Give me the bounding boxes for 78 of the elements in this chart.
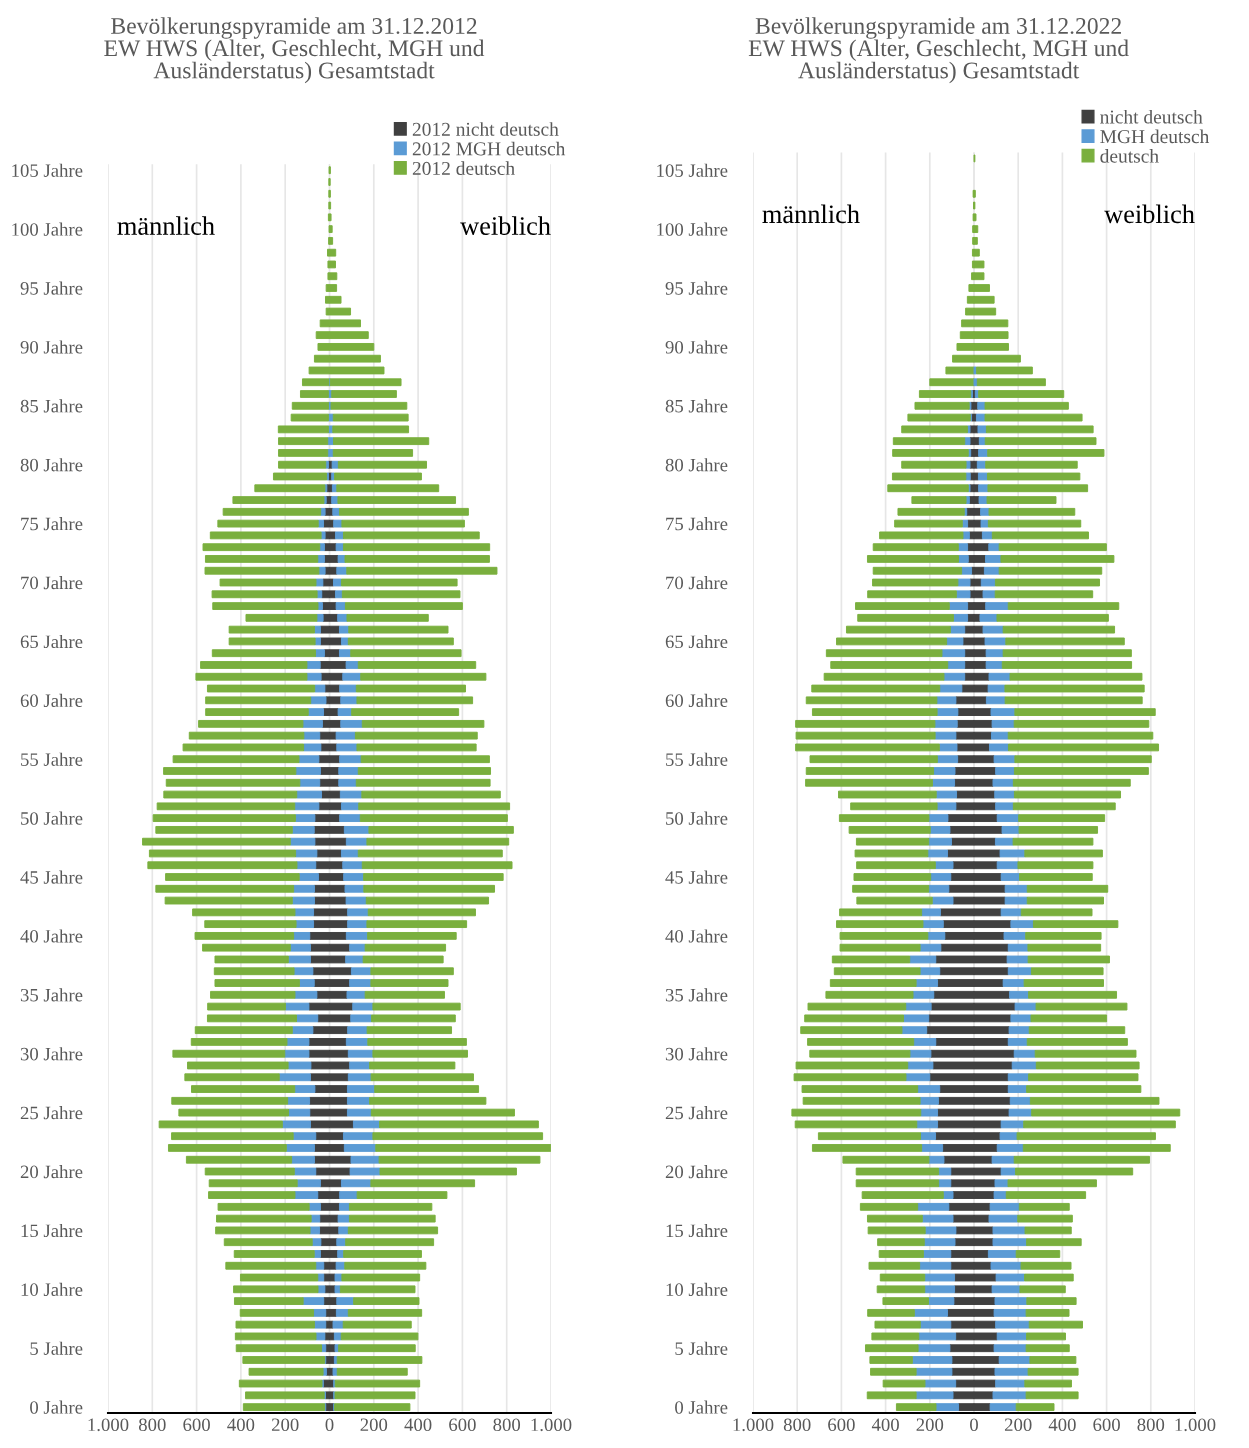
y-tick-label: 85 Jahre (665, 399, 728, 413)
annotation: männlich (117, 216, 215, 235)
y-tick-label: 65 Jahre (665, 634, 728, 649)
legend-label: 2012 deutsch (412, 161, 515, 175)
y-tick-label: 50 Jahre (21, 811, 83, 825)
x-tick-label: 200 (1004, 1418, 1032, 1432)
y-tick-label: 90 Jahre (20, 340, 83, 354)
y-tick-label: 5 Jahre (30, 1341, 83, 1355)
x-tick-label: 800 (493, 1418, 521, 1432)
x-tick-label: 1.000 (531, 1418, 572, 1432)
x-tick-label: 800 (1137, 1418, 1165, 1432)
x-tick-label: 400 (871, 1418, 899, 1432)
y-tick-label: 35 Jahre (665, 988, 728, 1002)
y-tick-label: 55 Jahre (21, 752, 83, 766)
y-tick-label: 100 Jahre (657, 222, 728, 236)
y-tick-label: 35 Jahre (20, 988, 83, 1002)
y-tick-label: 0 Jahre (30, 1400, 83, 1414)
x-tick-label: 600 (183, 1418, 210, 1432)
y-tick-label: 70 Jahre (21, 576, 83, 590)
x-tick-label: 200 (360, 1418, 388, 1432)
y-tick-label: 90 Jahre (665, 340, 728, 354)
x-tick-label: 200 (271, 1418, 299, 1432)
y-tick-label: 10 Jahre (666, 1282, 728, 1296)
x-tick-label: 200 (916, 1418, 944, 1432)
y-tick-label: 0 Jahre (675, 1400, 728, 1414)
y-tick-label: 50 Jahre (666, 811, 728, 825)
x-tick-label: 1.000 (1175, 1418, 1216, 1432)
x-tick-label: 0 (970, 1418, 978, 1432)
y-tick-label: 40 Jahre (665, 929, 728, 943)
y-tick-label: 25 Jahre (665, 1106, 728, 1120)
y-tick-label: 80 Jahre (665, 458, 728, 472)
annotation: männlich (762, 204, 860, 224)
x-tick-label: 400 (1048, 1418, 1076, 1432)
chart-title: Bevölkerungspyramide am 31.12.2022 EW HWS (Alter, Geschlecht, MGH und Ausländerstatus) Gesamtstadt (748, 17, 1129, 84)
y-tick-label: 15 Jahre (666, 1223, 728, 1238)
legend-label: nicht deutsch (1100, 109, 1203, 124)
y-tick-label: 55 Jahre (666, 752, 728, 766)
y-tick-label: 15 Jahre (21, 1223, 83, 1238)
y-tick-label: 60 Jahre (20, 693, 83, 707)
x-tick-label: 400 (227, 1418, 255, 1432)
y-tick-label: 40 Jahre (20, 929, 83, 943)
x-tick-label: 600 (449, 1418, 476, 1432)
x-tick-label: 600 (1093, 1418, 1120, 1432)
legend-label: 2012 MGH deutsch (412, 141, 566, 156)
y-tick-label: 45 Jahre (665, 870, 728, 884)
legend-label: deutsch (1100, 149, 1159, 163)
x-tick-label: 1.000 (733, 1418, 774, 1432)
annotation: weiblich (460, 216, 551, 235)
y-tick-label: 95 Jahre (665, 281, 728, 295)
y-tick-label: 30 Jahre (665, 1047, 728, 1061)
x-tick-label: 600 (828, 1418, 855, 1432)
y-tick-label: 100 Jahre (12, 222, 83, 236)
x-tick-label: 800 (783, 1418, 811, 1432)
y-tick-label: 95 Jahre (20, 281, 83, 295)
x-tick-label: 1.000 (88, 1418, 129, 1432)
annotation: weiblich (1104, 204, 1195, 224)
y-tick-label: 45 Jahre (20, 870, 83, 884)
y-tick-label: 30 Jahre (20, 1047, 83, 1061)
y-tick-label: 85 Jahre (20, 399, 83, 413)
chart-title: Bevölkerungspyramide am 31.12.2012 EW HWS (Alter, Geschlecht, MGH und Ausländerstatus) Gesamtstadt (104, 17, 485, 84)
y-tick-label: 80 Jahre (20, 458, 83, 472)
y-tick-label: 75 Jahre (21, 517, 83, 531)
y-tick-label: 70 Jahre (666, 576, 728, 590)
y-tick-label: 105 Jahre (657, 163, 728, 177)
legend-label: 2012 nicht deutsch (412, 122, 559, 136)
x-tick-label: 0 (325, 1418, 334, 1432)
y-tick-label: 20 Jahre (665, 1165, 728, 1179)
y-tick-label: 5 Jahre (675, 1341, 728, 1355)
y-tick-label: 10 Jahre (21, 1282, 83, 1296)
y-tick-label: 25 Jahre (20, 1106, 83, 1120)
y-tick-label: 65 Jahre (20, 634, 83, 649)
y-tick-label: 60 Jahre (665, 693, 728, 707)
y-tick-label: 20 Jahre (20, 1165, 83, 1179)
legend-label: MGH deutsch (1100, 129, 1210, 144)
y-tick-label: 75 Jahre (666, 517, 728, 531)
x-tick-label: 800 (138, 1418, 166, 1432)
y-tick-label: 105 Jahre (12, 163, 83, 177)
x-tick-label: 400 (404, 1418, 432, 1432)
